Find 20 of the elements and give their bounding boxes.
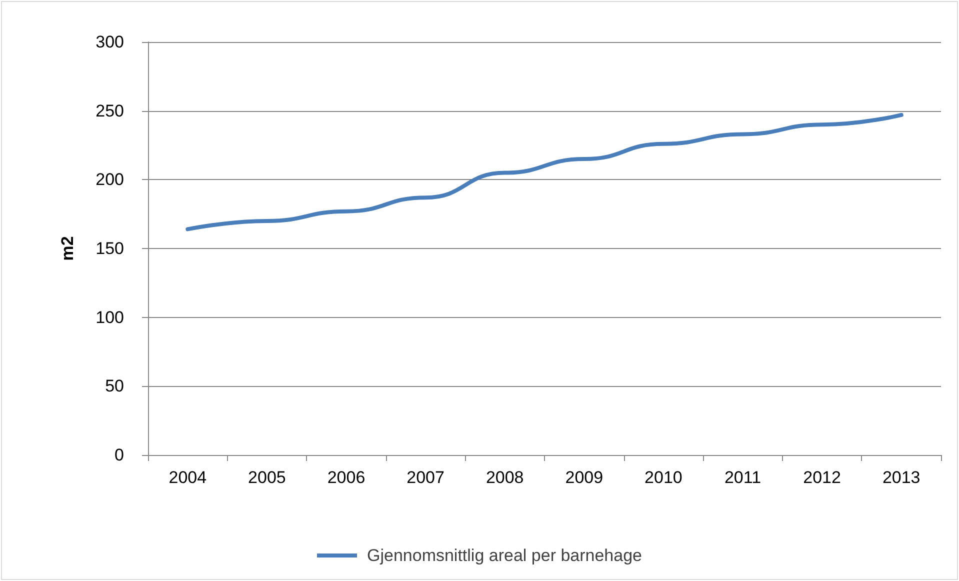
- x-tick-label: 2006: [327, 468, 366, 487]
- y-tick-label: 300: [96, 32, 124, 52]
- x-tick-label: 2013: [882, 468, 920, 487]
- x-tick-label: 2008: [486, 468, 524, 487]
- y-tick-label: 100: [96, 308, 124, 327]
- x-tick-label: 2004: [168, 468, 207, 487]
- y-axis-title: m2: [58, 236, 77, 261]
- legend-label: Gjennomsnittlig areal per barnehage: [367, 546, 642, 565]
- x-tick-label: 2011: [724, 468, 762, 487]
- x-tick-label: 2005: [248, 468, 286, 487]
- y-tick-label: 50: [105, 376, 124, 396]
- x-tick-label: 2012: [803, 468, 841, 487]
- line-series: [186, 112, 904, 232]
- x-tick-label: 2007: [406, 468, 444, 487]
- y-tick-label: 0: [114, 446, 124, 464]
- y-tick-label: 200: [96, 170, 124, 190]
- y-tick-label: 150: [96, 239, 124, 258]
- y-tick-label: 250: [96, 101, 124, 120]
- x-tick-label: 2010: [644, 468, 682, 487]
- x-tick-label: 2009: [565, 468, 604, 487]
